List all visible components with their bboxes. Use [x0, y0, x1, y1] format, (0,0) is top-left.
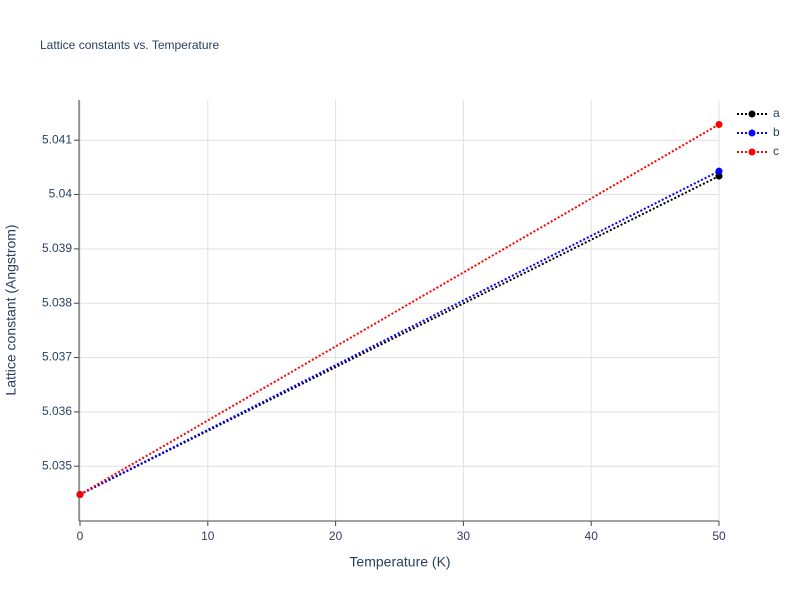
x-axis-label: Temperature (K) — [349, 554, 450, 570]
legend-label: c — [773, 144, 779, 158]
point — [715, 172, 723, 180]
y-tick-label: 5.038 — [42, 295, 72, 309]
point — [715, 120, 723, 128]
legend-marker — [748, 148, 756, 156]
legend-marker — [748, 129, 756, 137]
y-tick-label: 5.04 — [49, 187, 73, 201]
x-tick-label: 30 — [457, 529, 471, 543]
legend-label: b — [773, 125, 780, 139]
y-tick-label: 5.037 — [42, 350, 72, 364]
y-tick-label: 5.041 — [42, 132, 72, 146]
series-line — [79, 170, 720, 496]
series-line — [79, 175, 720, 496]
chart-title: Lattice constants vs. Temperature — [40, 38, 220, 52]
x-tick-label: 20 — [329, 529, 343, 543]
point — [76, 490, 84, 498]
series-line — [79, 123, 720, 496]
y-axis-label: Lattice constant (Angstrom) — [3, 224, 19, 395]
y-tick-label: 5.039 — [42, 241, 72, 255]
x-tick-label: 40 — [585, 529, 599, 543]
x-tick-label: 10 — [201, 529, 215, 543]
legend-label: a — [773, 106, 780, 120]
x-tick-label: 50 — [712, 529, 726, 543]
y-tick-label: 5.036 — [42, 404, 72, 418]
point — [715, 167, 723, 175]
legend-marker — [748, 110, 756, 118]
x-tick-label: 0 — [77, 529, 84, 543]
y-tick-label: 5.035 — [42, 458, 72, 472]
